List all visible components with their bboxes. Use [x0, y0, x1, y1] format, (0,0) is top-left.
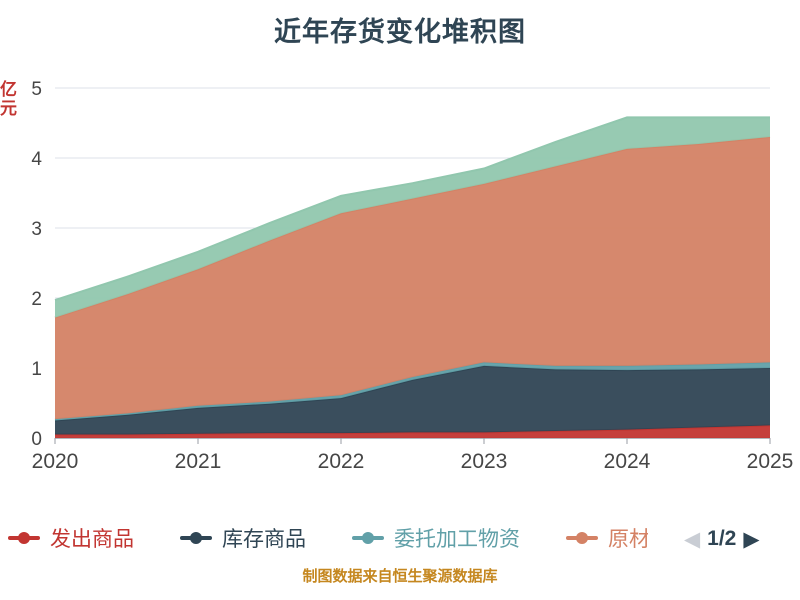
legend-pager: ◀ 1/2 ▶: [684, 519, 760, 559]
y-tick-label: 3: [31, 219, 42, 240]
legend: 发出商品 库存商品 委托加工物资 原材料: [8, 518, 648, 558]
legend-label: 发出商品: [50, 528, 134, 551]
legend-label: 委托加工物资: [394, 528, 520, 551]
x-tick-label: 2024: [604, 450, 651, 473]
area-series-3: [55, 137, 770, 420]
x-tick-label: 2021: [175, 450, 222, 473]
legend-page-indicator: 1/2: [707, 527, 737, 550]
chart-title: 近年存货变化堆积图: [274, 17, 526, 47]
y-tick-label: 5: [31, 79, 42, 100]
data-source-caption: 制图数据来自恒生聚源数据库: [302, 568, 498, 585]
area-series-0: [55, 425, 770, 438]
legend-item-3[interactable]: 原材料: [566, 523, 648, 553]
x-tick-label: 2023: [461, 450, 508, 473]
legend-label: 库存商品: [222, 528, 306, 551]
legend-line-dot-icon: [180, 531, 212, 545]
legend-label: 原材料: [608, 528, 648, 551]
legend-prev-page-icon[interactable]: ◀: [684, 527, 701, 551]
legend-line-dot-icon: [8, 531, 40, 545]
x-tick-label: 2025: [747, 450, 794, 473]
x-tick-label: 2020: [32, 450, 79, 473]
legend-next-page-icon[interactable]: ▶: [743, 527, 760, 551]
x-tick-label: 2022: [318, 450, 365, 473]
area-series-2: [55, 362, 770, 421]
legend-line-dot-icon: [566, 531, 598, 545]
y-axis-unit-label: 亿元: [0, 80, 16, 118]
line-series-4: [54, 116, 770, 302]
y-tick-label: 0: [31, 429, 42, 450]
legend-item-2[interactable]: 委托加工物资: [352, 523, 520, 553]
legend-item-1[interactable]: 库存商品: [180, 523, 306, 553]
y-tick-label: 1: [31, 359, 42, 380]
y-tick-label: 4: [31, 149, 42, 170]
legend-line-dot-icon: [352, 531, 384, 545]
area-series-4: [55, 117, 770, 318]
y-tick-label: 2: [31, 289, 42, 310]
area-series-1: [55, 365, 770, 435]
legend-item-0[interactable]: 发出商品: [8, 523, 134, 553]
